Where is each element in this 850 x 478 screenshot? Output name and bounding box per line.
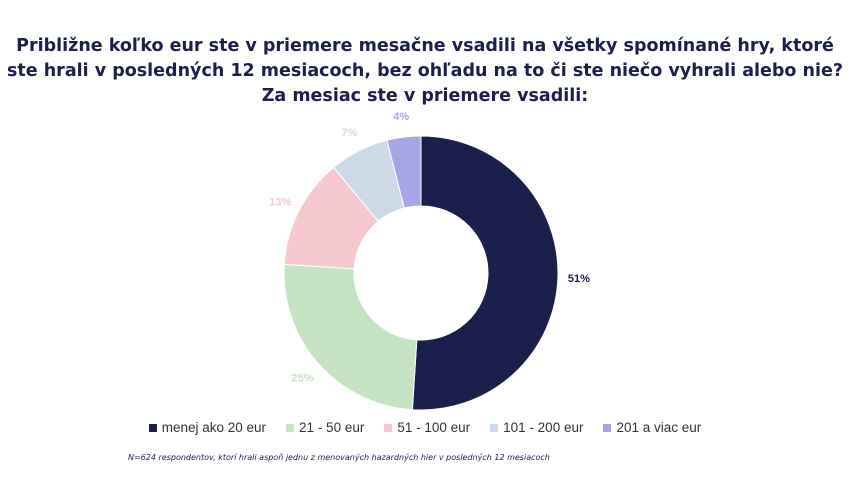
legend-label: menej ako 20 eur (161, 420, 267, 435)
legend-label: 201 a viac eur (616, 420, 702, 435)
chart-legend: menej ako 20 eur 21 - 50 eur 51 - 100 eu… (0, 420, 850, 435)
donut-slice-5 (386, 135, 422, 209)
legend-item-menej-ako-20-eur: menej ako 20 eur (148, 420, 267, 435)
legend-label: 101 - 200 eur (503, 420, 584, 435)
data-label-4: 7% (341, 127, 357, 139)
data-label-1: 51% (568, 273, 590, 285)
chart-title-line-3: Za mesiac ste v priemere vsadili: (261, 86, 589, 106)
chart-title-line-2: ste hrali v posledných 12 mesiacoch, bez… (6, 61, 844, 81)
data-label-3: 13% (269, 196, 291, 208)
donut-slice-2 (283, 263, 418, 411)
data-label-5: 4% (393, 111, 409, 123)
legend-label: 51 - 100 eur (397, 420, 471, 435)
legend-item-21-50-eur: 21 - 50 eur (286, 420, 364, 435)
chart-title: Približne koľko eur ste v priemere mesač… (0, 34, 850, 109)
legend-swatch (603, 423, 612, 432)
legend-swatch (286, 423, 295, 432)
legend-swatch (148, 423, 157, 432)
donut-slice-1 (411, 135, 559, 411)
chart-title-line-1: Približne koľko eur ste v priemere mesač… (16, 36, 834, 56)
legend-item-51-100-eur: 51 - 100 eur (384, 420, 470, 435)
legend-swatch (384, 423, 393, 432)
legend-item-101-200-eur: 101 - 200 eur (490, 420, 583, 435)
legend-swatch (490, 423, 499, 432)
footnote: N=624 respondentov, ktorí hrali aspoň je… (128, 453, 550, 462)
legend-label: 21 - 50 eur (299, 420, 365, 435)
data-label-2: 25% (291, 372, 313, 384)
legend-item-201-a-viac-eur: 201 a viac eur (603, 420, 701, 435)
